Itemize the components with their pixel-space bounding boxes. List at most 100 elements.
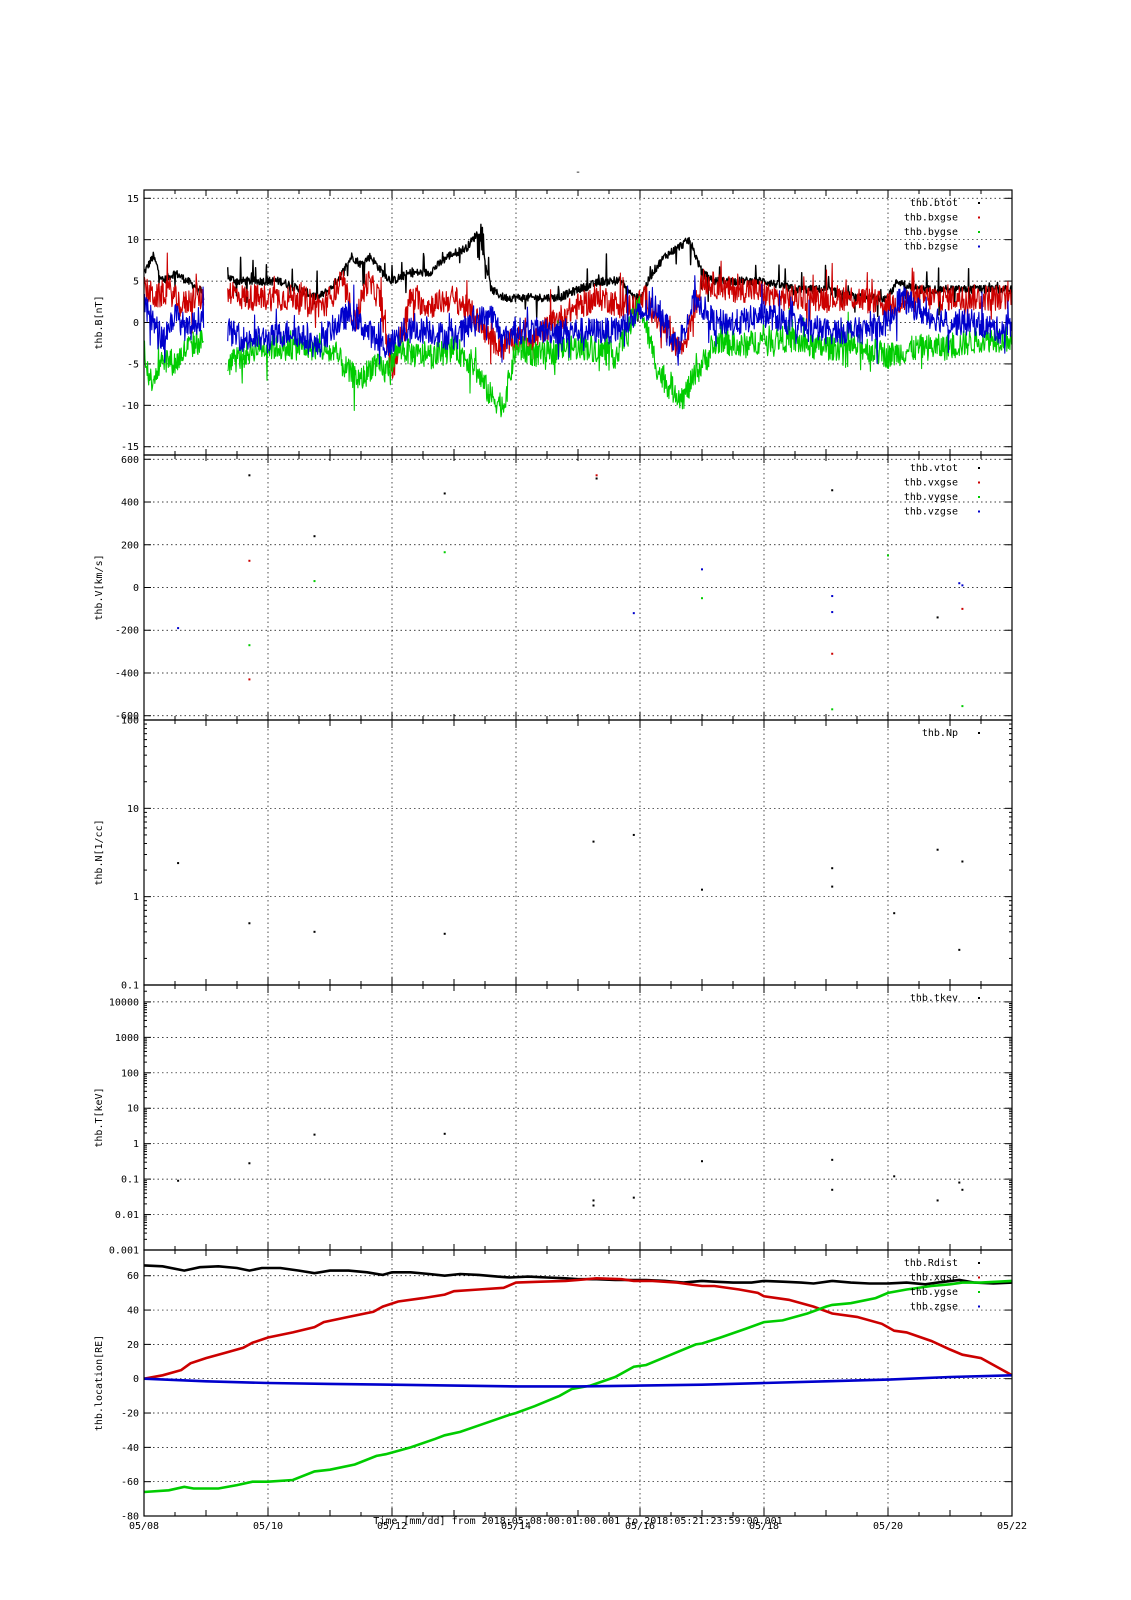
- y-tick-label: 15: [127, 194, 139, 205]
- data-point: [313, 535, 316, 538]
- data-point: [632, 833, 635, 836]
- legend-marker: [978, 481, 980, 484]
- y-tick-label: 0.1: [121, 1175, 139, 1186]
- panel-frame: [143, 984, 1013, 1251]
- data-point: [313, 580, 316, 583]
- data-point: [831, 595, 834, 598]
- y-tick-label: -600: [115, 711, 139, 722]
- data-point: [831, 885, 834, 888]
- data-point: [831, 652, 834, 655]
- data-point: [248, 474, 251, 477]
- x-tick-label: 05/08: [129, 1521, 159, 1532]
- data-point: [701, 597, 703, 600]
- panel-3: 0.001 0.01 0.1 1 10 100 1000 10000 thb.T[keV] thb…: [94, 984, 1013, 1257]
- y-tick-label: -40: [121, 1443, 139, 1454]
- y-tick-label: 0: [133, 1374, 139, 1385]
- y-axis-label: thb.location[RE]: [94, 1335, 105, 1431]
- series-trace: [144, 223, 1012, 322]
- plot-area: [177, 833, 964, 951]
- data-point: [443, 551, 446, 554]
- legend-marker: [978, 732, 980, 734]
- legend-marker: [978, 510, 980, 513]
- legend-entry: thb.btot: [910, 198, 958, 209]
- y-axis-label: thb.T[keV]: [94, 1087, 105, 1147]
- legend-marker: [978, 231, 980, 233]
- panel-4: -80 -60 -40 -20 0 20 40 60 thb.location[RE] thb.R…: [94, 1249, 1013, 1523]
- y-tick-label: 40: [127, 1306, 139, 1317]
- figure-title: -: [575, 167, 581, 178]
- data-point: [961, 860, 964, 863]
- y-tick-label: 10: [127, 235, 139, 246]
- legend-marker: [978, 1291, 980, 1293]
- x-tick-label: 05/16: [625, 1521, 655, 1532]
- legend-marker: [978, 245, 980, 248]
- y-tick-label: -200: [115, 626, 139, 637]
- legend-marker: [978, 1305, 980, 1308]
- y-tick-label: 20: [127, 1340, 139, 1351]
- y-axis-label: thb.V[km/s]: [94, 554, 105, 620]
- legend-marker: [978, 997, 980, 999]
- data-point: [958, 1181, 961, 1184]
- y-tick-label: 10: [127, 1104, 139, 1115]
- series-trace: [144, 275, 1012, 366]
- data-point: [831, 708, 834, 711]
- panels: -15-10-5051015thb.B[nT]thb.btotthb.bxgse…: [94, 189, 1027, 1532]
- data-point: [248, 678, 251, 681]
- data-point: [313, 930, 316, 933]
- data-point: [961, 705, 964, 708]
- x-tick-label: 05/22: [997, 1521, 1027, 1532]
- x-tick-label: 05/14: [501, 1521, 531, 1532]
- legend-entry: thb.vtot: [910, 463, 958, 474]
- data-point: [595, 474, 598, 477]
- y-tick-label: 200: [121, 540, 139, 551]
- legend-entry: thb.vygse: [904, 492, 958, 503]
- panel-frame: [143, 454, 1013, 721]
- data-point: [961, 607, 964, 610]
- data-point: [177, 627, 180, 630]
- data-point: [961, 1188, 964, 1191]
- y-tick-label: 10000: [109, 997, 139, 1008]
- data-point: [632, 612, 635, 615]
- legend-entry: thb.bzgse: [904, 242, 958, 253]
- data-point: [313, 1133, 316, 1136]
- legend-entry: thb.bxgse: [904, 213, 958, 224]
- data-point: [831, 1188, 834, 1191]
- data-point: [936, 616, 939, 619]
- data-point: [443, 492, 446, 495]
- x-tick-label: 05/18: [749, 1521, 779, 1532]
- y-axis-label: thb.B[nT]: [94, 295, 105, 349]
- y-tick-label: -400: [115, 668, 139, 679]
- data-point: [592, 840, 595, 843]
- x-tick-label: 05/12: [377, 1521, 407, 1532]
- series-line: [144, 1264, 1012, 1286]
- series-line: [144, 1374, 1012, 1388]
- data-point: [958, 948, 961, 951]
- data-point: [177, 862, 180, 865]
- legend-entry: thb.ygse: [910, 1287, 958, 1298]
- y-tick-label: 1: [133, 1139, 139, 1150]
- data-point: [831, 611, 834, 614]
- data-point: [248, 559, 251, 562]
- legend-entry: thb.zgse: [910, 1302, 958, 1313]
- panel-frame: [143, 1249, 1013, 1517]
- legend-entry: thb.bygse: [904, 227, 958, 238]
- y-tick-label: 1000: [115, 1033, 139, 1044]
- plot-area: [144, 223, 1012, 418]
- legend-marker: [978, 216, 980, 219]
- y-tick-label: 0.1: [121, 981, 139, 992]
- y-tick-label: 0: [133, 318, 139, 329]
- series-trace: [144, 296, 1012, 418]
- series-line: [144, 1279, 1012, 1494]
- legend-marker: [978, 1276, 980, 1279]
- y-tick-label: -10: [121, 401, 139, 412]
- legend-entry: thb.Np: [922, 728, 958, 739]
- data-point: [592, 1199, 595, 1202]
- y-tick-label: 100: [121, 1068, 139, 1079]
- data-point: [831, 1158, 834, 1161]
- y-axis-label: thb.N[1/cc]: [94, 819, 105, 885]
- data-point: [443, 932, 446, 935]
- y-tick-label: -80: [121, 1512, 139, 1523]
- x-tick-label: 05/20: [873, 1521, 903, 1532]
- y-tick-label: 400: [121, 498, 139, 509]
